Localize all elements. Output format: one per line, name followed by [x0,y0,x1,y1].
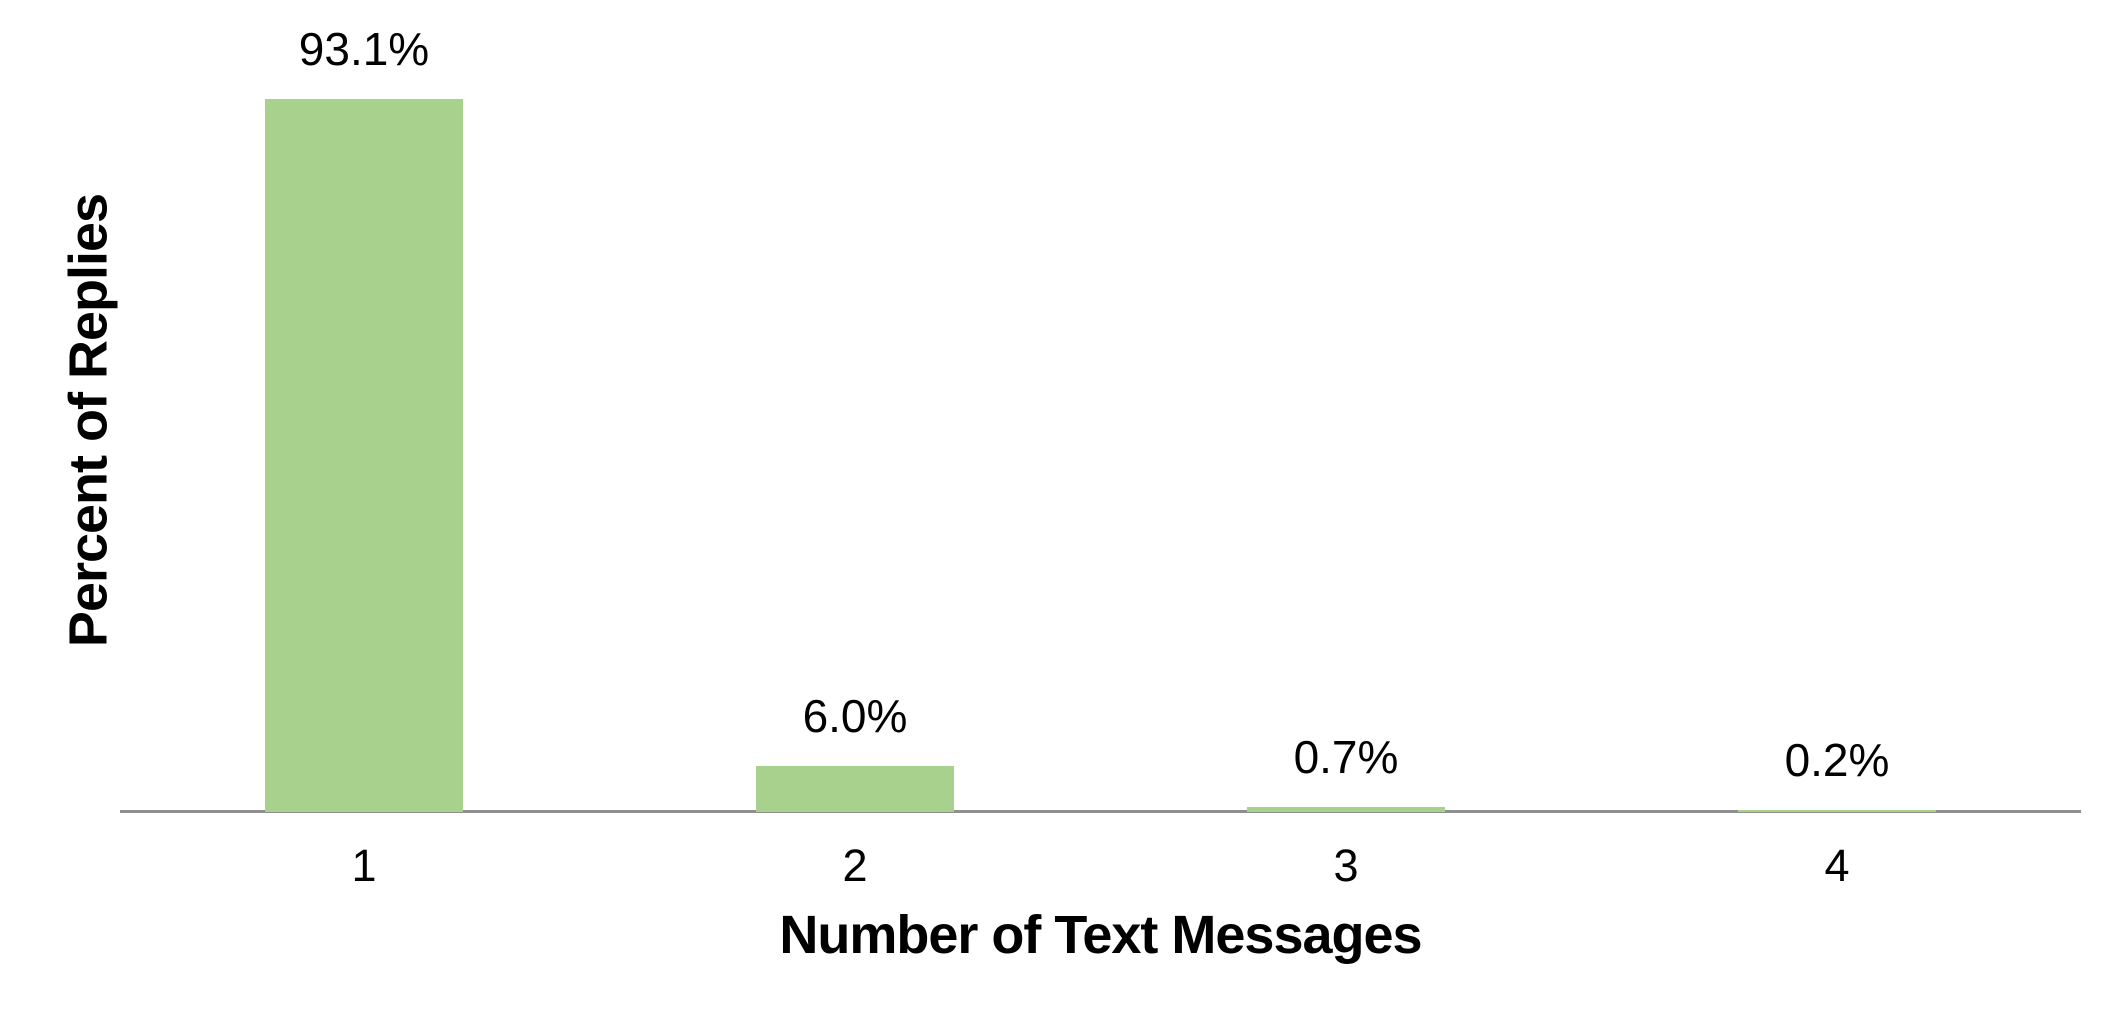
x-tick-label: 3 [1333,840,1359,891]
x-tick-label: 1 [351,840,377,891]
bar [1738,810,1936,812]
x-axis-line [120,810,2081,813]
y-axis-title: Percent of Replies [58,193,119,648]
bar [265,99,463,812]
bar-value-label: 93.1% [298,23,430,75]
bar-value-label: 0.7% [1293,730,1399,783]
x-axis-title: Number of Text Messages [779,905,1422,965]
bar [756,766,954,812]
x-tick-label: 4 [1824,840,1850,891]
x-tick-label: 2 [842,840,868,891]
bar-value-label: 0.2% [1784,734,1890,787]
bar [1247,806,1445,812]
bar-value-label: 6.0% [802,690,908,743]
